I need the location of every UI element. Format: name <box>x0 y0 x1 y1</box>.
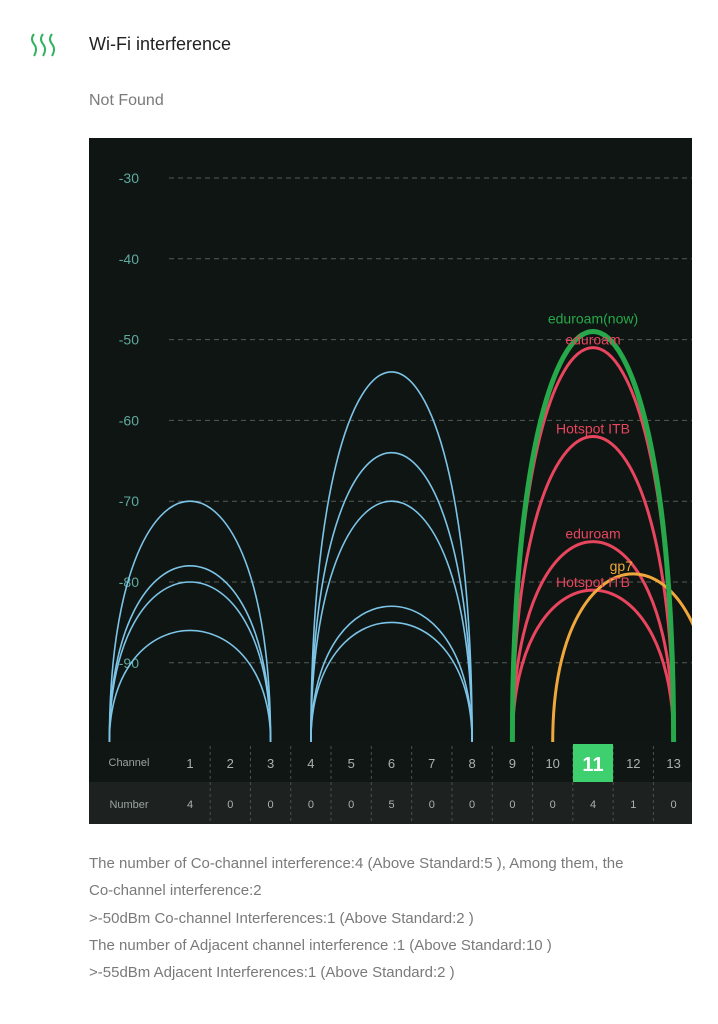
channel-count-label: 0 <box>509 799 515 811</box>
network-signal-curve <box>310 621 473 742</box>
channel-label: 2 <box>227 756 234 771</box>
network-name-label: Hotspot ITB <box>556 421 630 437</box>
network-curves <box>108 329 692 742</box>
channel-count-label: 0 <box>348 799 354 811</box>
number-row <box>89 782 692 824</box>
channel-label: 6 <box>388 756 395 771</box>
network-signal-curve <box>510 346 676 742</box>
network-signal-curve <box>510 435 676 742</box>
network-name-label: eduroam <box>565 332 620 348</box>
network-signal-curve <box>108 565 272 742</box>
y-tick-label: -80 <box>119 574 139 590</box>
network-signal-curve <box>310 500 473 742</box>
channel-label: 9 <box>509 756 516 771</box>
channel-count-label: 0 <box>429 799 435 811</box>
summary-line: The number of Co-channel interference:4 … <box>89 855 624 872</box>
channel-label: 4 <box>307 756 314 771</box>
channel-count-label: 0 <box>550 799 556 811</box>
wifi-signal-icon <box>31 33 55 57</box>
network-signal-curve <box>551 572 692 742</box>
network-signal-curve <box>108 581 272 742</box>
channel-count-label: 4 <box>590 799 596 811</box>
channel-row-label: Channel <box>109 757 150 769</box>
channel-label: 7 <box>428 756 435 771</box>
channel-label: 3 <box>267 756 274 771</box>
channel-count-label: 0 <box>308 799 314 811</box>
channel-count-label: 4 <box>187 799 193 811</box>
network-signal-curve <box>310 452 473 742</box>
channel-label: 11 <box>582 754 603 776</box>
network-signal-curve <box>510 540 676 742</box>
network-name-label: gp7 <box>610 558 634 574</box>
channel-label: 10 <box>545 756 559 771</box>
selected-channel-highlight <box>573 744 613 782</box>
y-tick-label: -40 <box>119 251 139 267</box>
channel-count-label: 0 <box>268 799 274 811</box>
channel-count-label: 0 <box>227 799 233 811</box>
summary-line: >-55dBm Adjacent Interferences:1 (Above … <box>89 964 455 982</box>
channel-label: 12 <box>626 756 640 771</box>
app-header: Wi-Fi interference <box>0 0 718 90</box>
network-signal-curve <box>510 588 676 742</box>
summary-line: >-50dBm Co-channel Interferences:1 (Abov… <box>89 909 474 927</box>
network-name-label: eduroam <box>565 526 620 542</box>
channel-label: 13 <box>666 756 680 771</box>
y-tick-label: -30 <box>119 170 139 186</box>
network-name-label: Hotspot ITB <box>556 574 630 590</box>
network-name-label: eduroam(now) <box>548 311 638 327</box>
summary-line: The number of Adjacent channel interfere… <box>89 936 552 954</box>
page-title: Wi-Fi interference <box>89 34 232 54</box>
channel-count-label: 1 <box>630 799 636 811</box>
channel-count-label: 0 <box>469 799 475 811</box>
y-tick-label: -70 <box>119 493 139 509</box>
number-row-label: Number <box>109 799 148 811</box>
channel-label: 5 <box>348 756 355 771</box>
channel-count-label: 0 <box>671 799 677 811</box>
network-signal-curve <box>310 605 473 742</box>
channel-count-label: 5 <box>388 799 394 811</box>
network-signal-curve <box>108 629 272 742</box>
channel-label: 8 <box>468 756 475 771</box>
network-signal-curve <box>509 329 677 742</box>
network-signal-curve <box>108 500 272 742</box>
summary-line: Co-channel interference:2 <box>89 882 262 900</box>
y-tick-label: -60 <box>119 412 139 428</box>
channel-label: 1 <box>186 756 193 771</box>
network-signal-curve <box>310 371 473 742</box>
interference-chart: -30 -40 -50 -60 -70 -80 -90 eduroam Hotspot ITB e… <box>89 138 692 824</box>
status-text: Not Found <box>89 92 164 109</box>
interference-summary: The number of Co-channel interference:4 … <box>89 850 689 986</box>
y-tick-label: -50 <box>119 332 139 348</box>
